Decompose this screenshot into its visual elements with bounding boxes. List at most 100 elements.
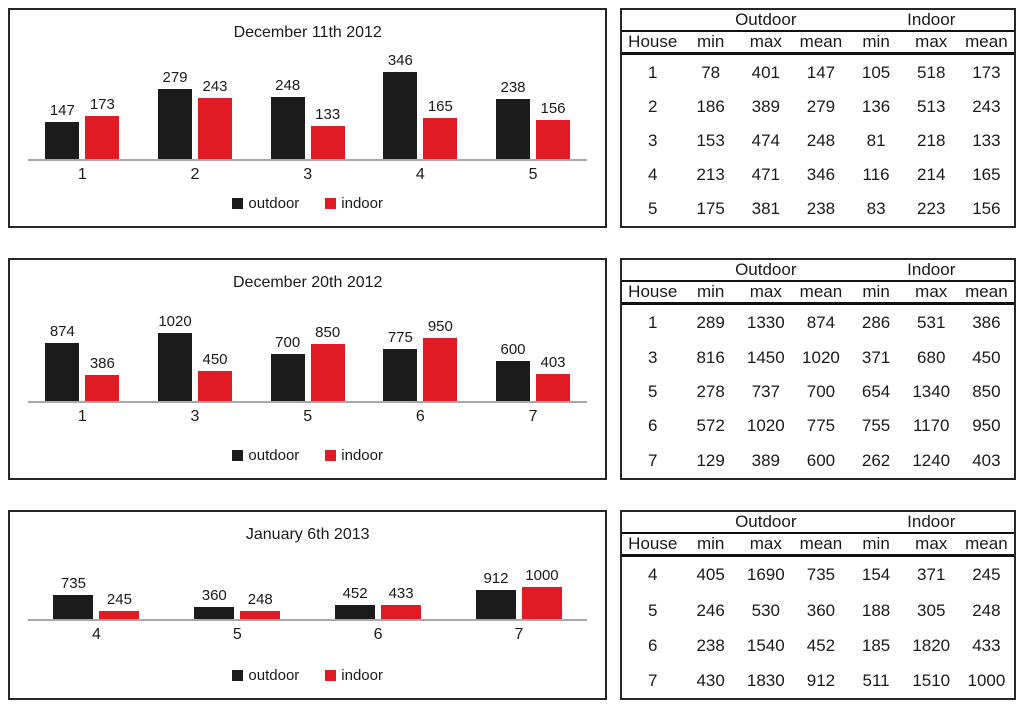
table-corner-cell [622, 10, 683, 31]
outdoor-bar [496, 99, 531, 160]
table-group-header-row: Outdoor Indoor [622, 260, 1014, 281]
bar-value-label: 156 [540, 100, 566, 118]
table-cell: 214 [917, 164, 946, 184]
x-axis-label: 5 [528, 166, 538, 184]
bar-group: 238 156 [496, 79, 571, 160]
table-cell: 185 [861, 635, 891, 655]
bar-with-label: 248 [240, 591, 281, 620]
table-cell: 360 [806, 600, 836, 620]
table-cell: 405 [696, 565, 725, 585]
table-cell: 175 [696, 198, 725, 218]
table-column-header-row: House min max mean min max mean [622, 281, 1014, 304]
bar-with-label: 1000 [521, 567, 562, 620]
legend-label: outdoor [248, 667, 300, 684]
table-cell: 136 [861, 97, 891, 117]
table-cell: 245 [972, 565, 1001, 585]
table-cell: 116 [862, 164, 890, 184]
bar-value-label: 243 [202, 78, 228, 96]
table-cell: 153 [696, 131, 725, 150]
bar-value-label: 452 [342, 585, 368, 603]
bar-group: 874 386 [45, 323, 120, 402]
legend-item-outdoor: outdoor [232, 195, 299, 212]
bar-with-label: 433 [381, 585, 422, 620]
bar-value-label: 360 [201, 587, 227, 605]
bar-group: 346 165 [383, 52, 458, 160]
table-column-header-row: House min max mean min max mean [622, 31, 1014, 54]
bar-value-label: 386 [89, 355, 115, 373]
indoor-bar [310, 344, 345, 402]
col-header-min: min [696, 32, 725, 51]
bar-group: 1020 450 [158, 313, 232, 402]
stats-table: Outdoor Indoor House min max mean min ma… [622, 10, 1014, 226]
indoor-bar [198, 371, 232, 402]
group-header-outdoor: Outdoor [735, 260, 797, 279]
legend-label: indoor [341, 667, 383, 684]
chart-legend: outdoor indoor [26, 667, 589, 688]
chart-panel-january-6: January 6th 2013 735 245 360 248 452 433 912 10… [8, 510, 608, 700]
legend-item-outdoor: outdoor [232, 667, 299, 684]
table-cell: 246 [696, 600, 725, 620]
table-panel-january-6: Outdoor Indoor House min max mean min ma… [620, 510, 1016, 700]
table-cell: 346 [806, 164, 836, 184]
legend-item-indoor: indoor [325, 447, 383, 464]
table-cell: 450 [972, 347, 1001, 367]
table-cell: 305 [917, 600, 946, 620]
stats-table: Outdoor Indoor House min max mean min ma… [622, 512, 1014, 698]
table-cell: 238 [696, 635, 725, 655]
outdoor-bar [53, 595, 94, 620]
group-header-indoor: Indoor [907, 512, 956, 531]
table-cell: 81 [866, 131, 886, 150]
table-cell: 78 [701, 62, 721, 82]
bar-with-label: 133 [310, 106, 345, 160]
table-cell: 3 [648, 347, 658, 367]
table-corner-cell [622, 512, 683, 533]
table-cell: 1 [648, 62, 658, 82]
col-header-max: max [915, 282, 948, 301]
group-header-indoor: Indoor [907, 260, 956, 279]
table-row: 5 175 381 238 83 223 156 [622, 192, 1014, 226]
table-cell: 3 [648, 131, 658, 150]
table-cell: 600 [806, 450, 836, 470]
bar-value-label: 850 [315, 324, 341, 342]
outdoor-swatch-icon [232, 450, 244, 461]
table-row: 4 405 1690 735 154 371 245 [622, 556, 1014, 594]
indoor-swatch-icon [325, 670, 337, 681]
table-cell: 248 [806, 131, 836, 150]
outdoor-bar [158, 89, 192, 160]
indoor-bar [423, 118, 458, 160]
legend-item-indoor: indoor [325, 195, 383, 212]
table-cell: 5 [648, 382, 658, 402]
table-cell: 4 [648, 565, 658, 585]
table-panel-december-20: Outdoor Indoor House min max mean min ma… [620, 258, 1016, 480]
col-header-mean: mean [799, 534, 843, 553]
col-header-mean: mean [965, 282, 1008, 301]
table-cell: 433 [972, 635, 1001, 655]
bar-with-label: 238 [496, 79, 531, 160]
table-cell: 154 [861, 565, 891, 585]
bar-value-label: 133 [315, 106, 341, 124]
bar-value-label: 403 [540, 354, 566, 372]
bar-with-label: 386 [85, 355, 120, 402]
table-cell: 511 [862, 670, 890, 690]
col-header-house: House [628, 534, 678, 553]
x-axis-label: 6 [373, 626, 383, 644]
table-cell: 572 [696, 416, 725, 436]
outdoor-bar [270, 97, 305, 160]
outdoor-bar [335, 605, 376, 620]
table-cell: 1330 [746, 312, 785, 332]
table-cell: 1690 [746, 565, 785, 585]
table-cell: 7 [648, 670, 658, 690]
table-row: 1 289 1330 874 286 531 386 [622, 304, 1014, 341]
table-cell: 1830 [746, 670, 785, 690]
table-cell: 700 [806, 382, 836, 402]
outdoor-swatch-icon [232, 670, 244, 681]
x-axis-labels: 1 2 3 4 5 [26, 166, 589, 184]
table-row: 4 213 471 346 116 214 165 [622, 158, 1014, 192]
bar-with-label: 775 [383, 329, 418, 402]
bar-value-label: 735 [60, 575, 86, 593]
bar-value-label: 248 [275, 77, 301, 95]
bar-with-label: 360 [194, 587, 235, 620]
chart-legend: outdoor indoor [26, 447, 589, 468]
col-header-house: House [628, 282, 678, 301]
table-cell: 452 [806, 635, 836, 655]
